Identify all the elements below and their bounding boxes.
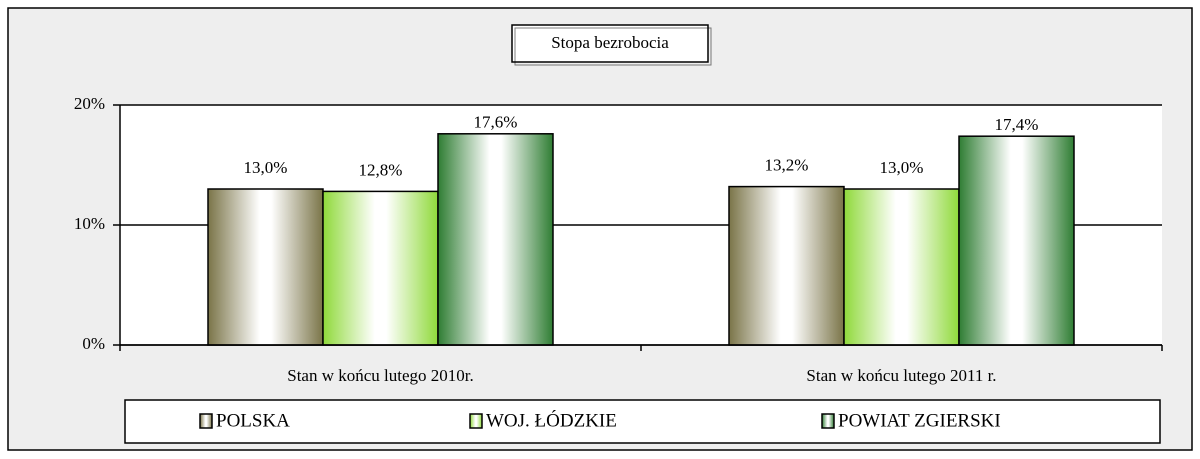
value-label: 17,4%: [995, 115, 1039, 134]
value-label: 13,0%: [880, 158, 924, 177]
value-label: 12,8%: [359, 160, 403, 179]
bar: [728, 185, 845, 346]
bar: [958, 135, 1075, 346]
legend-label: POWIAT ZGIERSKI: [838, 410, 1001, 431]
legend-swatch: [199, 413, 213, 429]
y-tick-label: 20%: [74, 94, 105, 113]
bar: [437, 133, 554, 346]
x-tick-label: Stan w końcu lutego 2010r.: [287, 366, 474, 385]
legend-swatch: [469, 413, 483, 429]
value-label: 13,2%: [765, 156, 809, 175]
chart-title: Stopa bezrobocia: [551, 33, 669, 52]
bar: [843, 188, 960, 346]
legend-label: WOJ. ŁÓDZKIE: [486, 409, 617, 431]
y-tick-label: 10%: [74, 214, 105, 233]
bar: [322, 190, 439, 346]
legend-box: [124, 399, 1161, 444]
value-label: 17,6%: [474, 113, 518, 132]
legend-swatch: [821, 413, 835, 429]
y-tick-label: 0%: [82, 334, 105, 353]
title-box: [511, 24, 709, 63]
bar: [207, 188, 324, 346]
legend-label: POLSKA: [216, 410, 290, 431]
value-label: 13,0%: [244, 158, 288, 177]
title-shadow: [514, 27, 712, 66]
x-tick-label: Stan w końcu lutego 2011 r.: [806, 366, 996, 385]
